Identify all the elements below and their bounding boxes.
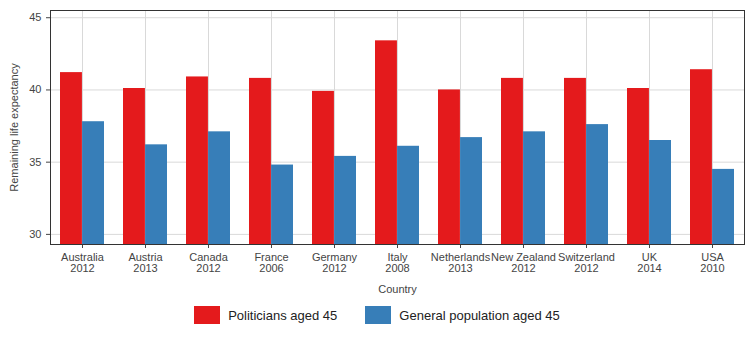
svg-text:35: 35: [29, 156, 41, 168]
html-text:General population aged 45: General population aged 45: [399, 307, 560, 323]
svg-text:Canada2012: Canada2012: [189, 251, 228, 274]
svg-text:Italy2008: Italy2008: [385, 251, 409, 274]
svg-text:45: 45: [29, 11, 41, 23]
html-text:Politicians aged 45: Politicians aged 45: [228, 307, 338, 323]
svg-text:Australia2012: Australia2012: [61, 251, 105, 274]
svg-text:Remaining life expectancy: Remaining life expectancy: [8, 63, 20, 192]
svg-text:30: 30: [29, 228, 41, 240]
svg-text:Country: Country: [378, 283, 417, 295]
svg-text:Netherlands2013: Netherlands2013: [431, 251, 491, 274]
svg-text:France2006: France2006: [254, 251, 288, 274]
svg-text:40: 40: [29, 83, 41, 95]
svg-text:Germany2012: Germany2012: [312, 251, 358, 274]
svg-text:New Zealand2012: New Zealand2012: [491, 251, 556, 274]
svg-text:Austria2013: Austria2013: [128, 251, 163, 274]
svg-text:Switzerland2012: Switzerland2012: [558, 251, 615, 274]
svg-text:USA2010: USA2010: [700, 251, 724, 274]
svg-text:UK2014: UK2014: [637, 251, 661, 274]
